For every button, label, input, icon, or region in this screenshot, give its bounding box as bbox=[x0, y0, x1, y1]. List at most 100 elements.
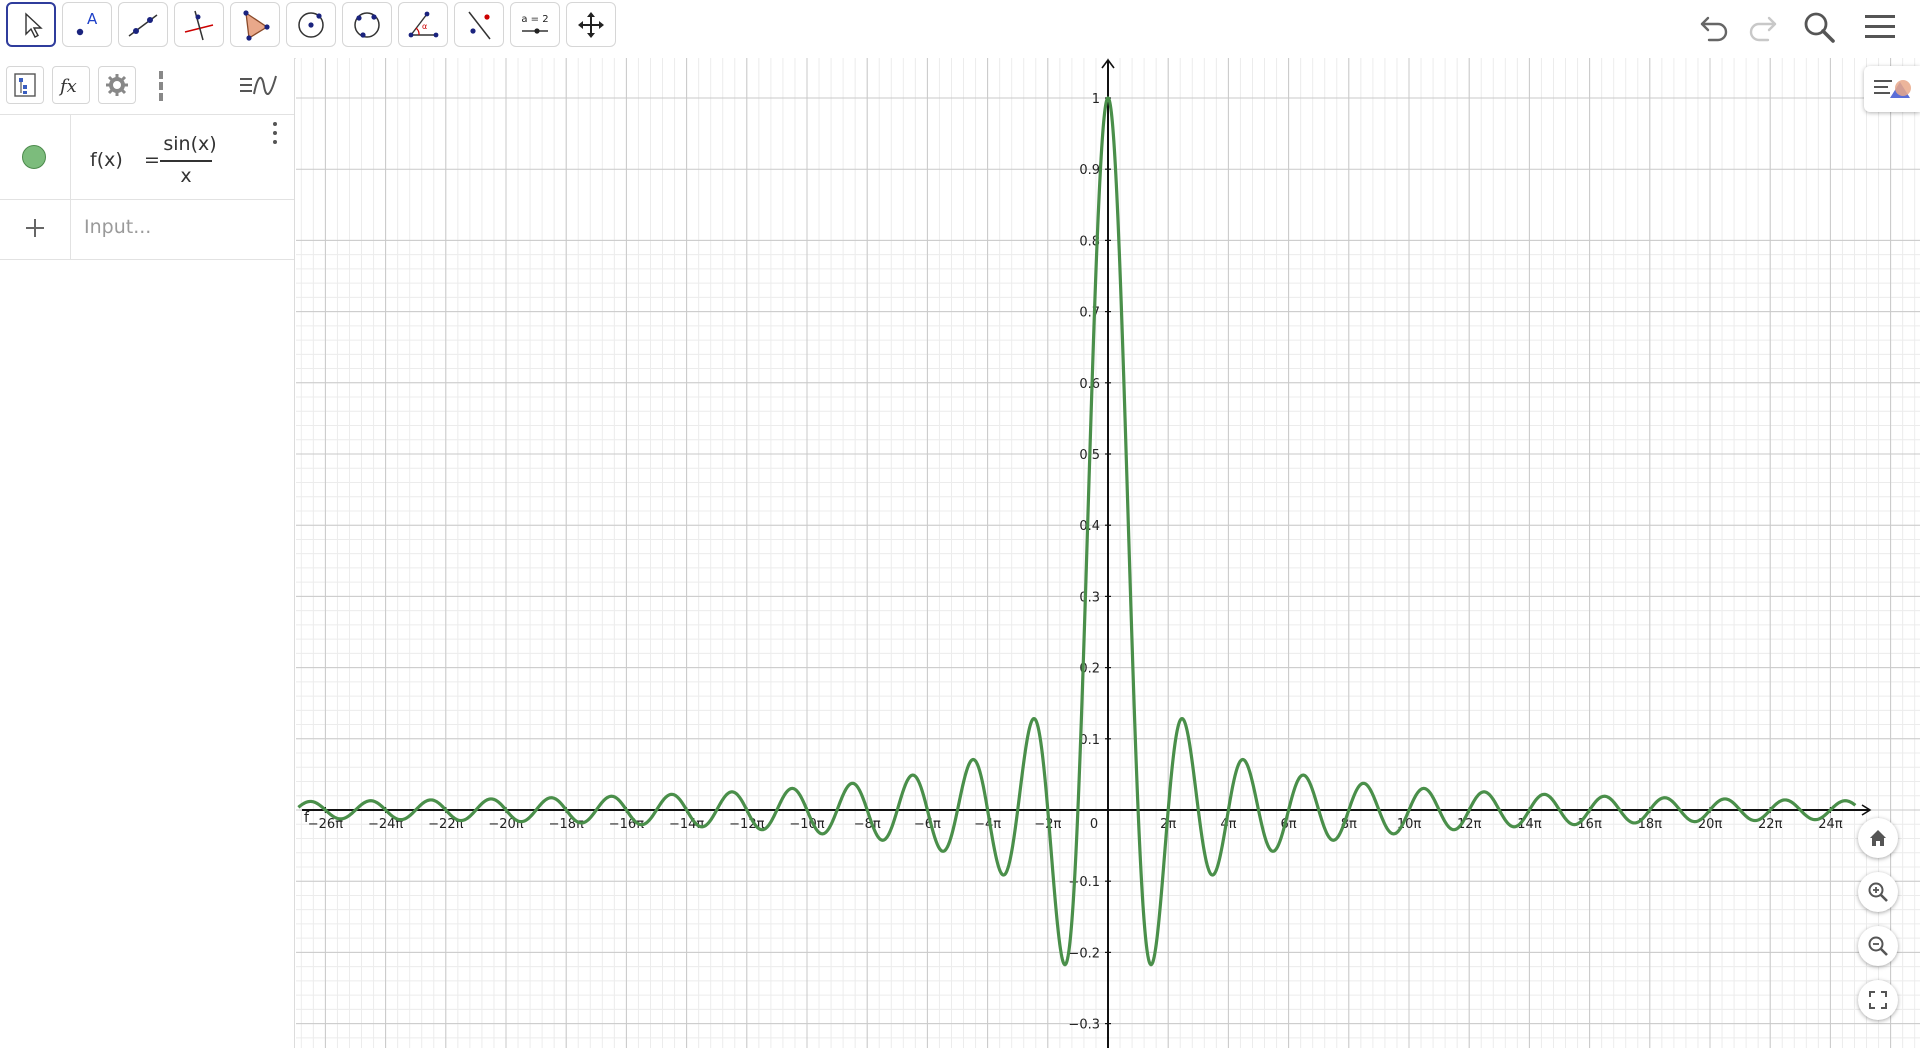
circle-center-icon bbox=[298, 11, 324, 38]
algebra-panel: fx f(x) = sin(x) x Input... bbox=[0, 58, 295, 1048]
angle-tool-button[interactable]: α bbox=[398, 2, 448, 47]
item-more-options-icon[interactable] bbox=[272, 121, 278, 145]
graphics-view[interactable]: −26π −24π −22π −20π −18π −16π −14π −12π −10π −8π −… bbox=[296, 58, 1920, 1048]
plus-icon[interactable] bbox=[24, 217, 46, 239]
point-icon: A bbox=[76, 10, 98, 35]
y-tick-label: 0.1 bbox=[1079, 733, 1100, 748]
svg-text:α: α bbox=[422, 22, 427, 31]
fraction-bar bbox=[160, 160, 212, 162]
x-tick-label: −22π bbox=[428, 817, 463, 832]
slider-tool-label: a = 2 bbox=[521, 14, 548, 25]
x-tick-label: 4π bbox=[1220, 817, 1236, 832]
search-button[interactable] bbox=[1797, 5, 1841, 49]
y-tick-label: 0.3 bbox=[1079, 590, 1100, 605]
add-item-column bbox=[0, 199, 71, 259]
function-numerator: sin(x) bbox=[163, 133, 217, 155]
x-tick-label: −12π bbox=[729, 817, 764, 832]
y-tick-label: 0.4 bbox=[1079, 519, 1100, 534]
hamburger-menu-icon bbox=[1865, 15, 1895, 38]
x-tick-label: 22π bbox=[1758, 817, 1783, 832]
algebra-description-button[interactable]: fx bbox=[52, 66, 90, 104]
polygon-icon bbox=[243, 9, 270, 41]
function-lhs: f(x) bbox=[90, 149, 123, 171]
circle-three-points-tool-button[interactable] bbox=[342, 2, 392, 47]
svg-text:A: A bbox=[87, 10, 98, 28]
perpendicular-line-tool-button[interactable] bbox=[174, 2, 224, 47]
point-tool-button[interactable]: A bbox=[62, 2, 112, 47]
x-tick-label: −6π bbox=[914, 817, 941, 832]
y-tick-label: −0.3 bbox=[1068, 1018, 1100, 1033]
undo-button[interactable] bbox=[1693, 5, 1737, 49]
slider-tool-button[interactable]: a = 2 bbox=[510, 2, 560, 47]
function-equals: = bbox=[144, 149, 160, 171]
angle-icon: α bbox=[408, 11, 439, 37]
x-tick-label: −18π bbox=[549, 817, 584, 832]
algebra-settings-button[interactable] bbox=[98, 66, 136, 104]
circle-center-tool-button[interactable] bbox=[286, 2, 336, 47]
x-tick-label: −8π bbox=[854, 817, 881, 832]
x-tick-label: 18π bbox=[1638, 817, 1663, 832]
perpendicular-line-icon bbox=[184, 10, 214, 40]
algebra-input-field[interactable]: Input... bbox=[84, 216, 152, 238]
algebra-more-options-icon[interactable] bbox=[157, 70, 165, 102]
curve-label: f bbox=[304, 810, 310, 826]
x-tick-label: −26π bbox=[308, 817, 343, 832]
zoom-in-button[interactable] bbox=[1858, 872, 1898, 912]
search-icon bbox=[1804, 12, 1835, 43]
y-tick-label: 0.6 bbox=[1079, 377, 1100, 392]
visibility-toggle-icon[interactable] bbox=[22, 145, 46, 169]
y-axis-arrow bbox=[1101, 58, 1115, 69]
redo-button[interactable] bbox=[1740, 5, 1784, 49]
y-tick-label: 1 bbox=[1092, 92, 1100, 107]
reflect-tool-button[interactable] bbox=[454, 2, 504, 47]
reflect-line-icon bbox=[468, 11, 491, 39]
zoom-in-icon bbox=[1868, 882, 1888, 902]
line-icon bbox=[128, 13, 158, 37]
zoom-out-button[interactable] bbox=[1858, 926, 1898, 966]
move-tool-button[interactable] bbox=[6, 2, 56, 47]
fullscreen-icon bbox=[1869, 991, 1887, 1009]
fullscreen-button[interactable] bbox=[1858, 980, 1898, 1020]
move-arrows-icon bbox=[578, 11, 604, 38]
algebra-sort-button[interactable] bbox=[6, 66, 44, 104]
polygon-tool-button[interactable] bbox=[230, 2, 280, 47]
graph-style-icon bbox=[240, 75, 277, 95]
x-tick-label: 20π bbox=[1698, 817, 1723, 832]
x-tick-label: −4π bbox=[974, 817, 1001, 832]
y-tick-label: 0.7 bbox=[1079, 306, 1100, 321]
y-tick-label: −0.2 bbox=[1068, 946, 1100, 961]
x-tick-label: 0 bbox=[1090, 817, 1098, 832]
x-tick-label: −24π bbox=[368, 817, 403, 832]
circle-three-points-icon bbox=[354, 11, 380, 38]
y-tick-label: 0.8 bbox=[1079, 234, 1100, 249]
graphics-view-toggle-button[interactable] bbox=[236, 70, 280, 102]
visibility-column bbox=[0, 115, 71, 199]
zoom-out-icon bbox=[1868, 936, 1888, 956]
home-icon bbox=[1870, 830, 1886, 846]
x-tick-label: 24π bbox=[1818, 817, 1843, 832]
axes bbox=[302, 58, 1872, 1048]
x-axis-arrow bbox=[1861, 804, 1872, 816]
move-graphics-view-tool-button[interactable] bbox=[566, 2, 616, 47]
axis-tick-labels: −26π −24π −22π −20π −18π −16π −14π −12π −10π −8π −… bbox=[308, 92, 1843, 1033]
redo-icon bbox=[1749, 16, 1777, 42]
function-denominator: x bbox=[180, 165, 192, 187]
tree-view-icon bbox=[14, 73, 36, 97]
graphics-style-bar-button[interactable] bbox=[1864, 66, 1920, 112]
undo-icon bbox=[1700, 16, 1728, 42]
x-tick-label: −10π bbox=[789, 817, 824, 832]
slider-icon: a = 2 bbox=[521, 14, 549, 34]
x-tick-label: −20π bbox=[488, 817, 523, 832]
line-tool-button[interactable] bbox=[118, 2, 168, 47]
graph-canvas[interactable]: −26π −24π −22π −20π −18π −16π −14π −12π −10π −8π −… bbox=[296, 58, 1920, 1048]
main-menu-button[interactable] bbox=[1858, 5, 1902, 49]
home-view-button[interactable] bbox=[1858, 818, 1898, 858]
toolbar: A α a = 2 bbox=[0, 0, 1920, 59]
y-tick-label: −0.1 bbox=[1068, 875, 1100, 890]
arrow-cursor-icon bbox=[25, 11, 43, 38]
svg-text:fx: fx bbox=[58, 76, 77, 97]
algebra-item-f[interactable]: f(x) = sin(x) x bbox=[0, 114, 294, 200]
y-tick-label: 0.9 bbox=[1079, 163, 1100, 178]
fx-icon: fx bbox=[58, 76, 77, 97]
function-curve-f[interactable] bbox=[297, 96, 1857, 967]
